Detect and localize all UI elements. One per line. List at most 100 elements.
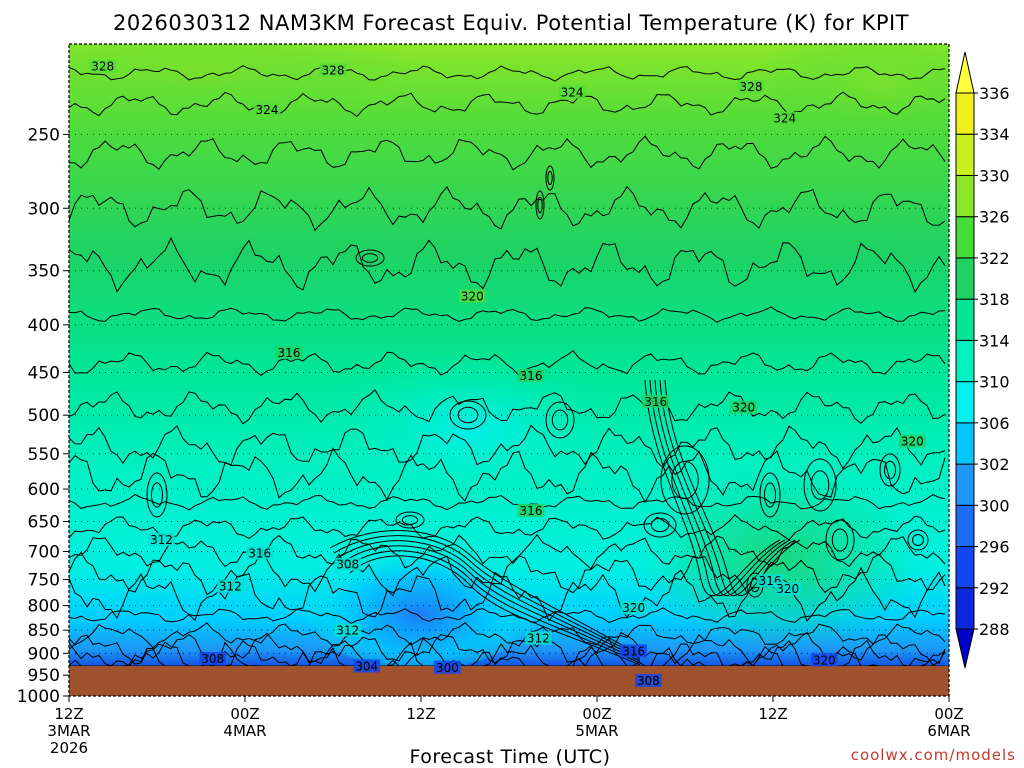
contour-label-bg bbox=[517, 368, 545, 382]
colorbar-segment bbox=[955, 133, 975, 176]
contour-label-bg bbox=[334, 623, 362, 637]
isentrope-line bbox=[69, 607, 946, 624]
contour-label: 320 bbox=[776, 582, 799, 596]
isentrope-line bbox=[69, 424, 946, 470]
closed-contour-cell bbox=[401, 515, 419, 525]
colorbar-tick-label: 326 bbox=[979, 208, 1010, 227]
contour-label: 324 bbox=[256, 103, 279, 117]
closed-contour-cell bbox=[831, 528, 849, 552]
contour-label-bg bbox=[353, 659, 381, 673]
colorbar-segment bbox=[955, 504, 975, 548]
closed-contour-cell bbox=[547, 170, 553, 186]
isentrope-line bbox=[69, 447, 946, 504]
x-tick-label: 3MAR bbox=[47, 722, 90, 740]
colorbar-segment bbox=[955, 92, 975, 135]
contour-label: 308 bbox=[201, 652, 224, 666]
colorbar-tick-label: 302 bbox=[979, 455, 1010, 474]
x-tick-label: 6MAR bbox=[927, 722, 970, 740]
contour-label-bg bbox=[634, 673, 662, 687]
y-tick-label: 1000 bbox=[17, 687, 60, 707]
contour-label-bg bbox=[246, 546, 274, 560]
closed-contour-cell bbox=[551, 409, 569, 431]
contour-label-bg bbox=[558, 85, 586, 99]
y-tick-label: 450 bbox=[28, 364, 60, 384]
contour-label-bg bbox=[216, 579, 244, 593]
y-tick-label: 700 bbox=[28, 543, 60, 563]
contour-label-bg bbox=[620, 644, 648, 658]
colorbar-segment bbox=[955, 174, 975, 218]
closed-contour-cell bbox=[545, 165, 555, 191]
contour-label-bg bbox=[730, 400, 758, 414]
plot-frame bbox=[68, 43, 950, 697]
frontal-contour bbox=[349, 555, 641, 666]
colorbar-segment bbox=[955, 381, 975, 424]
contour-label-bg bbox=[434, 660, 461, 674]
colorbar: 288 292 296 300 302 306 310 314 318 322 326 330 334 3… bbox=[955, 51, 1010, 669]
x-tick-label: 4MAR bbox=[223, 722, 266, 740]
ground-below-surface bbox=[69, 666, 949, 696]
frontal-contour bbox=[341, 545, 641, 662]
contour-label: 316 bbox=[248, 546, 271, 560]
contour-label: 312 bbox=[527, 632, 550, 646]
x-tick-label: 5MAR bbox=[575, 722, 618, 740]
isentrope-line bbox=[69, 389, 946, 425]
colorbar-segment bbox=[955, 463, 975, 506]
contour-label: 320 bbox=[732, 401, 755, 415]
contour-label-bg bbox=[148, 532, 175, 546]
moist-band-right bbox=[640, 470, 920, 650]
isentrope-line bbox=[69, 493, 946, 511]
closed-contour-cell bbox=[650, 517, 670, 533]
isentrope-line bbox=[69, 514, 946, 541]
x-tick-label: 00Z bbox=[582, 705, 611, 723]
colorbar-segment bbox=[955, 546, 975, 589]
isentrope-line bbox=[69, 135, 946, 171]
closed-contour-cell bbox=[395, 511, 425, 529]
isentrope-line bbox=[69, 551, 946, 597]
colorbar-tick-label: 322 bbox=[979, 249, 1010, 268]
contour-label: 312 bbox=[150, 533, 173, 547]
closed-contour-cell bbox=[879, 453, 901, 487]
colorbar-tick-label: 306 bbox=[979, 414, 1010, 433]
closed-contour-cell bbox=[764, 482, 776, 508]
y-tick-label: 250 bbox=[28, 125, 60, 145]
y-tick-label: 600 bbox=[28, 480, 60, 500]
contour-label: 312 bbox=[219, 579, 242, 593]
contour-label: 328 bbox=[322, 63, 345, 77]
frontal-contour bbox=[659, 379, 796, 597]
isentrope-line bbox=[69, 306, 946, 323]
warm-anomaly-top-left bbox=[69, 44, 420, 110]
contour-label: 312 bbox=[336, 624, 359, 638]
contour-label-bg bbox=[275, 346, 303, 360]
closed-contour-cell bbox=[545, 401, 575, 439]
colorbar-segment bbox=[955, 587, 975, 630]
colorbar-segment bbox=[955, 257, 975, 300]
y-tick-label: 950 bbox=[28, 666, 60, 686]
contour-label-bg bbox=[89, 59, 117, 73]
chart-title: 2026030312 NAM3KM Forecast Equiv. Potent… bbox=[113, 11, 909, 35]
colorbar-segment bbox=[955, 298, 975, 341]
warm-anomaly-top-right bbox=[760, 44, 949, 140]
colorbar-tick-label: 336 bbox=[979, 84, 1010, 103]
isentrope-line bbox=[69, 236, 946, 294]
contour-label-bg bbox=[524, 631, 552, 645]
contour-label: 320 bbox=[622, 601, 645, 615]
contour-label-bg bbox=[319, 63, 347, 77]
closed-contour-cell bbox=[912, 534, 924, 546]
contour-label-bg bbox=[771, 111, 799, 125]
colorbar-tick-label: 292 bbox=[979, 579, 1010, 598]
y-tick-label: 500 bbox=[28, 406, 60, 426]
frontal-contour bbox=[337, 540, 641, 660]
contour-label-bg bbox=[642, 394, 670, 408]
contour-label: 320 bbox=[901, 435, 924, 449]
closed-contour-cell bbox=[146, 472, 168, 518]
closed-contour-cell bbox=[449, 400, 487, 430]
closed-contour-cell bbox=[643, 512, 677, 538]
plot-area bbox=[69, 44, 949, 696]
credit-text: coolwx.com/models bbox=[851, 746, 1016, 764]
y-tick-label: 550 bbox=[28, 445, 60, 465]
x-tick-label: 00Z bbox=[230, 705, 259, 723]
frontal-contour bbox=[664, 379, 801, 597]
closed-contour-cell bbox=[537, 196, 543, 214]
isentrope-line bbox=[69, 65, 946, 82]
closed-contour-cell bbox=[151, 482, 163, 508]
